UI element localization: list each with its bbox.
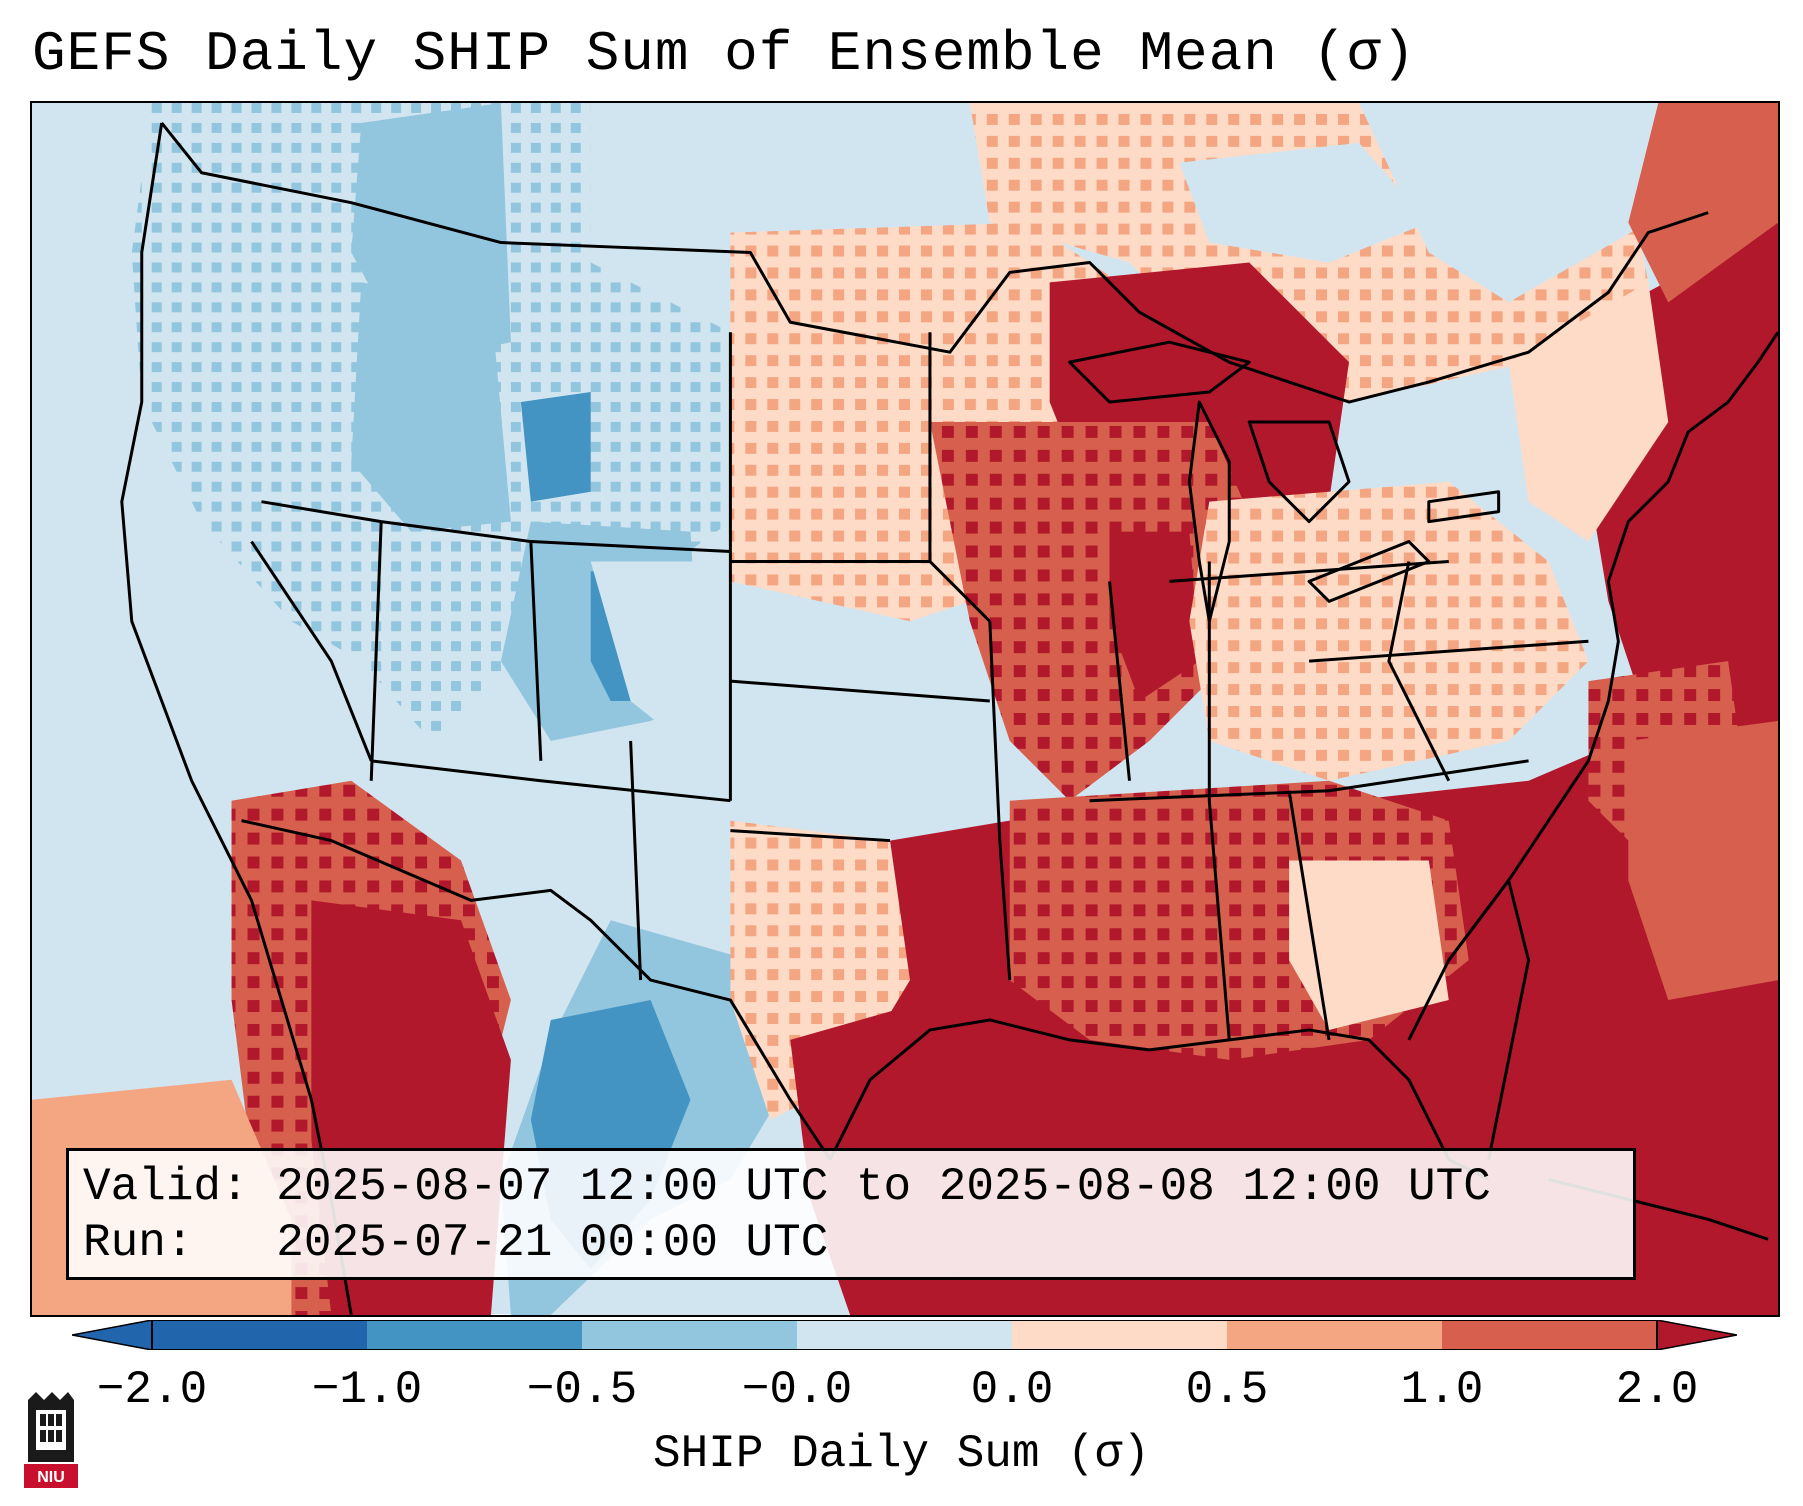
great-lake-erie (1307, 540, 1431, 603)
us-mexico-border (241, 819, 832, 1161)
colorbar-tick-label: 2.0 (1615, 1364, 1699, 1416)
state-line-5 (371, 759, 731, 803)
colorbar-bin-2 (367, 1320, 582, 1350)
map-panel (30, 101, 1780, 1317)
region-northeast-red (1588, 222, 1778, 801)
state-line-18 (629, 740, 643, 981)
niu-logo-icon: NIU (24, 1392, 78, 1488)
gulf-coast (828, 1018, 1490, 1181)
state-line-15 (1169, 559, 1449, 583)
state-line-16 (1387, 561, 1451, 782)
state-line-19 (730, 829, 891, 843)
colorbar-tick-label: 1.0 (1400, 1364, 1484, 1416)
east-coast (1447, 331, 1778, 962)
great-lake-huron (1247, 420, 1351, 524)
run-label: Run: (83, 1217, 194, 1269)
great-lake-ontario (1427, 490, 1501, 524)
colorbar-bin-7 (1442, 1320, 1657, 1350)
colorbar (72, 1320, 1737, 1350)
region-canada-blue (1179, 142, 1429, 263)
region-ocean-red-patch (1628, 720, 1778, 1001)
region-ontario-blue (1358, 103, 1669, 303)
state-line-11 (1108, 581, 1131, 781)
region-illinois-core (1109, 531, 1200, 702)
run-value: 2025-07-21 00:00 UTC (276, 1217, 829, 1269)
colorbar-bin-5 (1012, 1320, 1227, 1350)
map-canvas (32, 103, 1778, 1315)
colorbar-tick-label: −0.0 (741, 1364, 853, 1416)
colorbar-bin-4 (797, 1320, 1012, 1350)
colorbar-bin-3 (582, 1320, 797, 1350)
colorbar-tick-label: −1.0 (311, 1364, 423, 1416)
state-line-10 (988, 621, 1012, 981)
great-lake-michigan (1187, 400, 1231, 623)
florida-coast (1407, 878, 1531, 1160)
colorbar-extend-low (72, 1320, 153, 1350)
colorbar-extend-high (1656, 1320, 1737, 1350)
colorbar-label: SHIP Daily Sum (σ) (653, 1428, 1150, 1480)
colorbar-bin-6 (1227, 1320, 1442, 1350)
colorbar-tick-label: 0.0 (970, 1364, 1054, 1416)
region-northeast-top-red (1628, 103, 1778, 303)
great-lake-superior (1068, 340, 1251, 404)
state-line-1 (261, 500, 731, 554)
state-line-3 (529, 541, 543, 761)
valid-value: 2025-08-07 12:00 UTC to 2025-08-08 12:00… (276, 1161, 1491, 1213)
us-canada-border (160, 122, 1709, 404)
region-idaho-blue (351, 282, 511, 532)
region-newengland-pink (1508, 282, 1669, 542)
region-wyoming-core (520, 392, 591, 502)
state-line-6 (250, 540, 373, 762)
state-line-2 (369, 521, 383, 781)
chart-title: GEFS Daily SHIP Sum of Ensemble Mean (σ) (32, 22, 1417, 86)
boundary-lines (120, 122, 1778, 1315)
valid-run-info-box: Valid: 2025-08-07 12:00 UTC to 2025-08-0… (66, 1148, 1636, 1280)
logo-text: NIU (37, 1469, 65, 1486)
state-line-17 (1308, 639, 1589, 663)
state-line-8 (730, 679, 990, 703)
region-south-pink (1289, 860, 1449, 1030)
colorbar-bin-1 (152, 1320, 367, 1350)
state-line-14 (1287, 790, 1331, 1041)
colorbar-tick-label: −2.0 (96, 1364, 208, 1416)
colorbar-tick-label: −0.5 (526, 1364, 638, 1416)
colorbar-tick-label: 0.5 (1185, 1364, 1269, 1416)
region-ohio-pink (1189, 481, 1589, 781)
state-line-12 (1207, 561, 1231, 1041)
region-nm-blue (530, 740, 751, 981)
state-line-13 (1089, 759, 1529, 803)
colorbar-outline (151, 1320, 1658, 1350)
west-coast (120, 122, 353, 1315)
valid-label: Valid: (83, 1161, 249, 1213)
